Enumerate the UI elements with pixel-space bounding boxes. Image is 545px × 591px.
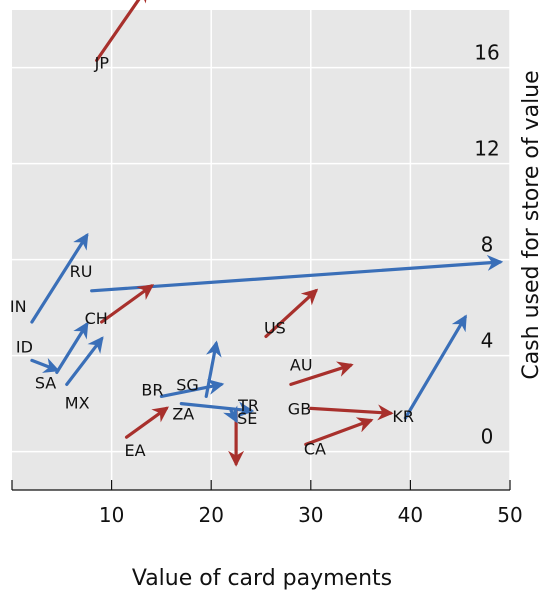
x-tick-label: 50 bbox=[497, 503, 522, 527]
label-gb: GB bbox=[288, 399, 311, 418]
label-mx: MX bbox=[65, 393, 90, 412]
x-tick-label: 40 bbox=[398, 503, 423, 527]
grid-lines bbox=[12, 10, 511, 490]
y-axis-tick-labels: 0 4 8 12 16 bbox=[474, 41, 499, 449]
label-id: ID bbox=[16, 337, 33, 356]
y-axis-title: Cash used for store of value bbox=[519, 70, 544, 379]
label-ea: EA bbox=[125, 441, 146, 460]
arrow-ch bbox=[100, 284, 155, 324]
plot-area bbox=[12, 10, 510, 490]
x-axis-title: Value of card payments bbox=[132, 566, 392, 591]
arrow-mx bbox=[65, 336, 104, 386]
arrow-sg bbox=[204, 340, 222, 398]
x-tick-label: 30 bbox=[298, 503, 323, 527]
label-ru: RU bbox=[70, 262, 93, 281]
arrow-ca bbox=[304, 417, 374, 446]
label-se: SE bbox=[237, 409, 257, 428]
label-ch: CH bbox=[85, 309, 108, 328]
arrow-za bbox=[179, 401, 255, 418]
label-tr: TR bbox=[237, 396, 259, 415]
arrow-au bbox=[289, 361, 354, 386]
y-tick-label: 16 bbox=[474, 41, 499, 65]
y-tick-label: 12 bbox=[474, 137, 499, 161]
label-br: BR bbox=[141, 380, 163, 399]
y-tick-label: 8 bbox=[481, 233, 494, 257]
arrow-id bbox=[30, 357, 60, 373]
arrow-br bbox=[159, 379, 225, 398]
x-tick-label: 20 bbox=[198, 503, 223, 527]
label-in: IN bbox=[10, 297, 27, 316]
y-tick-label: 4 bbox=[481, 329, 494, 353]
label-au: AU bbox=[290, 355, 313, 374]
x-tick-label: 10 bbox=[99, 503, 124, 527]
arrow-sa bbox=[55, 321, 89, 374]
label-za: ZA bbox=[172, 405, 194, 424]
label-sg: SG bbox=[176, 375, 199, 394]
label-sa: SA bbox=[35, 373, 56, 392]
label-us: US bbox=[264, 318, 286, 337]
arrow-in bbox=[30, 232, 89, 324]
arrow-series bbox=[30, 0, 504, 467]
plot-background bbox=[12, 10, 510, 490]
arrow-ea bbox=[124, 406, 169, 439]
label-ca: CA bbox=[304, 439, 326, 458]
x-axis: 10 20 30 40 50 bbox=[11, 480, 523, 527]
arrow-kr bbox=[403, 314, 467, 420]
label-kr: KR bbox=[392, 407, 414, 426]
arrow-us bbox=[264, 288, 319, 338]
label-jp: JP bbox=[94, 53, 110, 72]
arrow-jp bbox=[95, 0, 149, 63]
arrow-tr bbox=[223, 405, 238, 424]
y-tick-label: 0 bbox=[481, 425, 494, 449]
arrow-gb bbox=[309, 404, 394, 421]
arrow-ru bbox=[90, 254, 504, 293]
